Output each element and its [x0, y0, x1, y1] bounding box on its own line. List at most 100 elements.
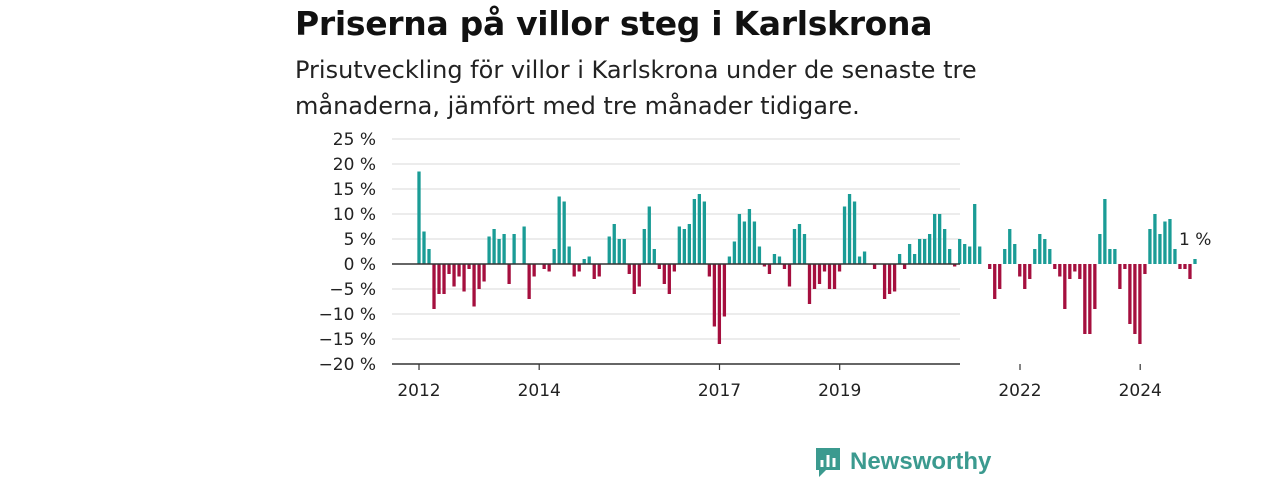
bar [1013, 244, 1017, 264]
bar [1123, 264, 1127, 269]
bar [802, 234, 807, 264]
bar [512, 234, 516, 264]
bar [852, 201, 857, 264]
bar [797, 224, 802, 264]
bar [1128, 264, 1132, 324]
bar [1103, 199, 1107, 264]
bar [1078, 264, 1082, 279]
bar [557, 196, 561, 264]
bar [1168, 219, 1172, 264]
bar [837, 264, 842, 272]
bar [747, 209, 752, 264]
last-value-label: 1 % [1179, 230, 1211, 250]
x-tick-label: 2019 [818, 381, 861, 401]
bar [1038, 234, 1042, 264]
bar [652, 249, 656, 264]
y-tick-label: 15 % [333, 180, 376, 200]
bar [592, 264, 596, 279]
bar [757, 246, 762, 264]
bar [1033, 249, 1037, 264]
bar [938, 214, 942, 264]
bar [1008, 229, 1012, 264]
bar [492, 229, 496, 264]
bar [702, 201, 707, 264]
bar [917, 239, 922, 264]
bar [1083, 264, 1087, 334]
y-axis-tick-labels: 25 % 20 % 15 % 10 % 5 % 0 % −5 % −10 % −15 % −20 … [319, 130, 376, 375]
bar [462, 264, 466, 292]
bar [667, 264, 671, 294]
bar [958, 239, 962, 264]
bar [817, 264, 822, 284]
gridlines [392, 138, 960, 365]
bar [662, 264, 666, 284]
bar [953, 264, 957, 267]
bar [427, 249, 431, 264]
bar [597, 264, 601, 277]
bar [1158, 234, 1162, 264]
bar [993, 264, 997, 299]
y-tick-label: −5 % [329, 280, 376, 300]
bar [1098, 234, 1102, 264]
bar [1003, 249, 1007, 264]
bar [432, 264, 436, 309]
bar [968, 246, 972, 264]
annotations: 1 % [1177, 228, 1213, 252]
bar [697, 194, 702, 264]
x-tick-label: 2017 [698, 381, 741, 401]
bar [502, 234, 506, 264]
bar [1108, 249, 1112, 264]
bar [1153, 214, 1157, 264]
bar [897, 254, 902, 264]
bar [452, 264, 456, 287]
y-tick-label: 10 % [333, 205, 376, 225]
bar [927, 234, 932, 264]
x-tick-label: 2022 [998, 381, 1041, 401]
bar [497, 239, 501, 264]
x-tick-label: 2012 [397, 381, 440, 401]
bar [437, 264, 441, 294]
bars [417, 171, 1197, 344]
bar [1143, 264, 1147, 274]
bar [767, 264, 772, 274]
bar-chart: 25 % 20 % 15 % 10 % 5 % 0 % −5 % −10 % −15 % −20 … [319, 130, 1214, 401]
bar [582, 259, 586, 264]
bar [963, 244, 967, 264]
bar [792, 229, 797, 264]
bar [887, 264, 892, 294]
bar [722, 264, 727, 317]
bar [612, 224, 616, 264]
bar [707, 264, 712, 277]
bar [477, 264, 481, 289]
bar [547, 264, 551, 272]
bar [912, 254, 917, 264]
y-tick-label: −15 % [319, 330, 376, 350]
brand-name: Newsworthy [850, 448, 992, 475]
bar [812, 264, 817, 289]
bar-chart-speech-bubble-icon [816, 448, 840, 477]
bar [978, 246, 982, 264]
bar [562, 201, 566, 264]
bar [642, 229, 646, 264]
x-tick-label: 2024 [1119, 381, 1162, 401]
y-tick-label: −10 % [319, 305, 376, 325]
chart-title: Priserna på villor steg i Karlskrona [295, 4, 933, 43]
bar [567, 246, 571, 264]
newsworthy-logo: Newsworthy [814, 446, 991, 478]
bar [692, 199, 696, 264]
bar [988, 264, 992, 269]
bar [727, 256, 732, 264]
bar [507, 264, 511, 284]
bar [1063, 264, 1067, 309]
bar [627, 264, 631, 274]
bar [847, 194, 852, 264]
bar [857, 256, 862, 264]
bar [842, 206, 847, 264]
bar [752, 221, 757, 264]
y-tick-label: −20 % [319, 355, 376, 375]
bar [687, 224, 691, 264]
bar [1118, 264, 1122, 289]
bar [1023, 264, 1027, 289]
bar [717, 264, 722, 344]
bar [712, 264, 717, 327]
